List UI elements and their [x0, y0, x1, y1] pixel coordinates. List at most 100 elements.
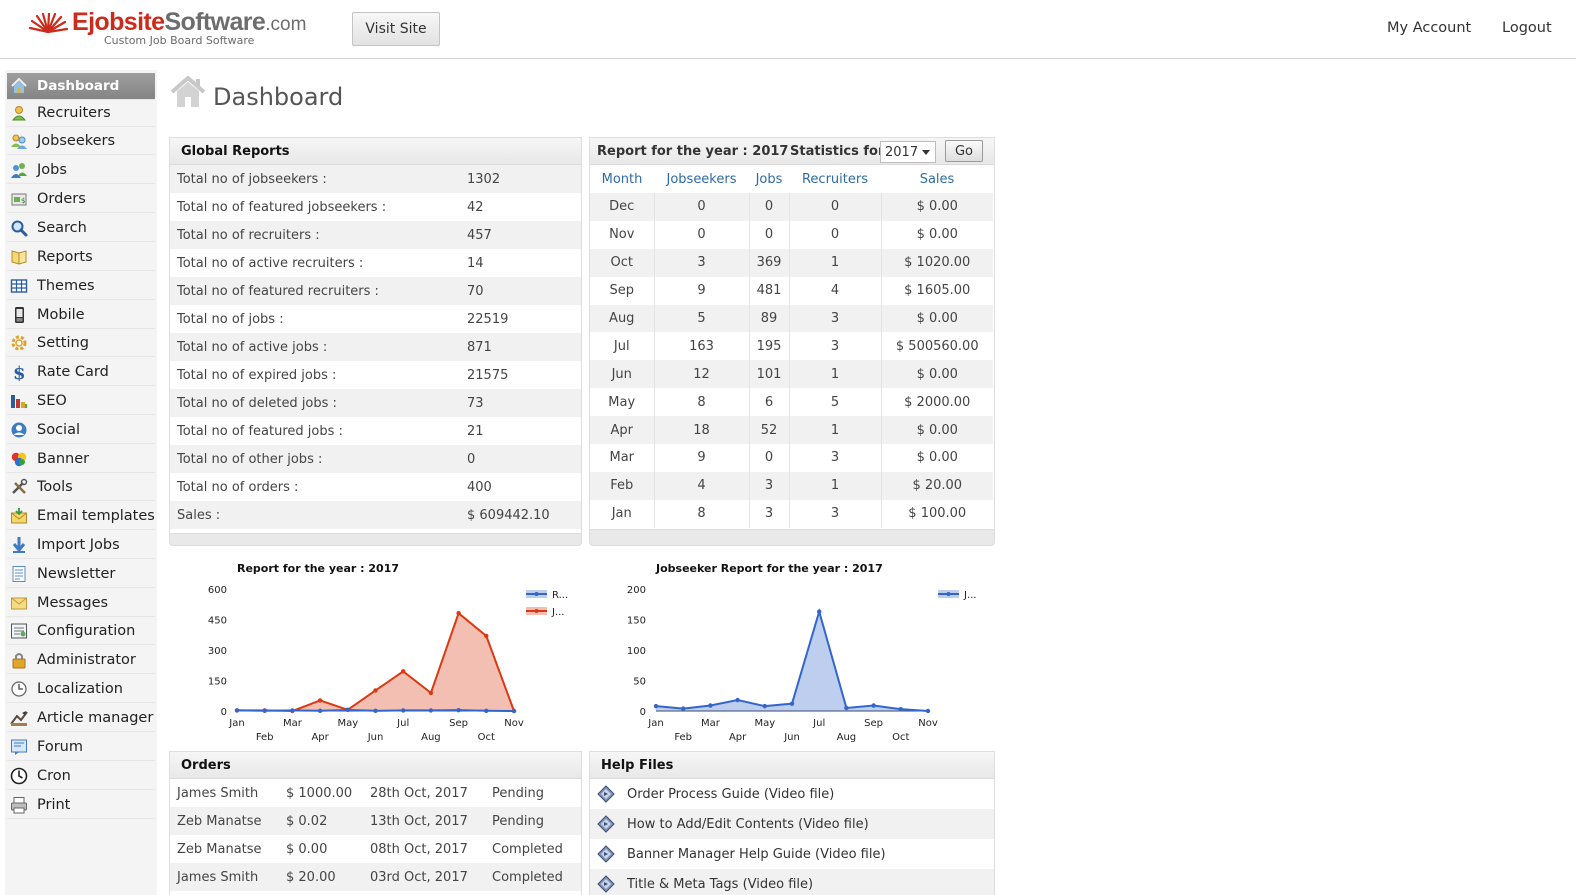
sidebar-item-import-jobs[interactable]: Import Jobs — [7, 532, 155, 559]
sidebar-item-orders[interactable]: $ Orders — [7, 186, 155, 213]
year-report-cell: 0 — [748, 444, 789, 472]
jobs-icon — [10, 161, 28, 179]
house-icon — [170, 76, 206, 107]
help-file-label: Banner Manager Help Guide (Video file) — [627, 846, 886, 862]
sidebar-item-messages[interactable]: Messages — [7, 590, 155, 617]
year-report-cell: 3 — [788, 304, 881, 333]
x-tick-label: Mar — [283, 718, 303, 729]
sidebar-item-configuration[interactable]: Configuration — [7, 618, 155, 645]
sidebar-item-themes[interactable]: Themes — [7, 273, 155, 300]
x-tick-label: Aug — [837, 732, 857, 743]
global-reports-title: Global Reports — [170, 138, 581, 165]
year-report-cell: Apr — [610, 422, 634, 438]
sidebar-item-article-manager[interactable]: Article manager — [7, 705, 155, 732]
y-tick-label: 0 — [640, 707, 646, 718]
sidebar-item-label: Email templates — [37, 508, 155, 524]
go-button[interactable]: Go — [945, 140, 983, 162]
series-area — [656, 611, 928, 711]
x-tick-label: Jul — [812, 718, 825, 729]
year-report-cell: Sep — [609, 283, 634, 299]
help-file-label: Order Process Guide (Video file) — [627, 786, 835, 802]
x-tick-label: Sep — [449, 718, 468, 729]
data-point — [898, 706, 903, 712]
help-file-item[interactable]: How to Add/Edit Contents (Video file) — [590, 809, 994, 839]
year-report-cell: 3 — [653, 248, 749, 277]
help-file-item[interactable]: Banner Manager Help Guide (Video file) — [590, 839, 994, 869]
help-file-item[interactable]: Title & Meta Tags (Video file) — [590, 869, 994, 895]
year-report-row: May 8 6 5 $ 2000.00 — [590, 388, 993, 417]
sidebar-item-social[interactable]: Social — [7, 417, 155, 444]
sidebar-item-email-templates[interactable]: Email templates — [7, 503, 155, 530]
order-customer: Zeb Manatse — [177, 813, 262, 829]
order-date: 13th Oct, 2017 — [370, 813, 468, 829]
data-point — [345, 707, 350, 713]
year-report-row: Dec 0 0 0 $ 0.00 — [590, 193, 993, 221]
year-report-cell: $ 0.00 — [880, 416, 993, 445]
site-logo[interactable]: EjobsiteSoftware.com Custom Job Board So… — [28, 8, 328, 52]
visit-site-button[interactable]: Visit Site — [352, 12, 440, 46]
logout-link[interactable]: Logout — [1502, 20, 1552, 36]
banner-icon — [10, 450, 28, 468]
magnifier-icon — [10, 219, 28, 237]
sidebar-item-label: Jobseekers — [37, 133, 116, 149]
sidebar-item-setting[interactable]: Setting — [7, 330, 155, 357]
sidebar-item-rate-card[interactable]: $ Rate Card — [7, 359, 155, 386]
my-account-link[interactable]: My Account — [1387, 20, 1472, 36]
help-files-panel: Help Files Order Process Guide (Video fi… — [589, 751, 995, 895]
sidebar-item-label: Banner — [37, 451, 90, 467]
year-report-cell: 9 — [653, 276, 749, 305]
order-amount: $ 1000.00 — [286, 785, 353, 801]
year-select[interactable]: 2017 — [880, 141, 936, 163]
year-report-cell: 3 — [788, 332, 881, 361]
year-report-cell: Dec — [609, 199, 635, 215]
logo-wordmark: EjobsiteSoftware.com — [72, 8, 307, 36]
year-report-cell: 195 — [748, 332, 789, 361]
x-tick-label: May — [754, 718, 775, 729]
order-date: 03rd Oct, 2017 — [370, 869, 468, 885]
sidebar-item-jobseekers[interactable]: Jobseekers — [7, 128, 155, 155]
sidebar-item-label: Configuration — [37, 623, 136, 639]
sidebar-item-localization[interactable]: Localization — [7, 676, 155, 703]
year-report-cell: $ 1605.00 — [880, 276, 993, 305]
global-report-value: 70 — [467, 283, 484, 299]
sidebar-item-mobile[interactable]: Mobile — [7, 302, 155, 329]
sidebar-item-banner[interactable]: Banner — [7, 446, 155, 473]
global-report-label: Total no of orders : — [177, 479, 299, 495]
sidebar-item-label: Search — [37, 220, 87, 236]
sidebar-item-tools[interactable]: Tools — [7, 474, 155, 501]
year-report-header: Report for the year : 2017 Statistics fo… — [590, 138, 994, 165]
sidebar-item-dashboard[interactable]: Dashboard — [7, 73, 155, 100]
order-row[interactable]: James Smith $ 1000.00 28th Oct, 2017 Pendin… — [170, 779, 581, 807]
data-point — [735, 697, 740, 703]
sidebar-item-jobs[interactable]: Jobs — [7, 157, 155, 184]
sidebar-item-administrator[interactable]: Administrator — [7, 647, 155, 674]
order-row[interactable]: Zeb Manatse $ 0.00 08th Oct, 2017 Completed — [170, 835, 581, 863]
sidebar-item-seo[interactable]: SEO — [7, 388, 155, 415]
order-customer: James Smith — [177, 785, 259, 801]
global-report-label: Total no of active jobs : — [177, 339, 328, 355]
global-report-row: Total no of featured recruiters : 70 — [170, 277, 581, 305]
order-row[interactable]: Zeb Manatse $ 0.02 13th Oct, 2017 Pending — [170, 807, 581, 835]
year-report-column-header: Jobs — [755, 171, 783, 187]
global-report-value: $ 609442.10 — [467, 507, 550, 523]
social-icon — [10, 421, 28, 439]
sidebar-item-label: Newsletter — [37, 566, 116, 582]
sidebar-item-cron[interactable]: Cron — [7, 763, 155, 790]
order-date: 28th Oct, 2017 — [370, 785, 468, 801]
sidebar-item-print[interactable]: Print — [7, 792, 155, 819]
year-report-cell: 8 — [653, 499, 749, 528]
data-point — [373, 708, 378, 713]
global-report-value: 1302 — [467, 171, 501, 187]
help-file-item[interactable]: Order Process Guide (Video file) — [590, 779, 994, 809]
sidebar-item-forum[interactable]: Forum — [7, 734, 155, 761]
sidebar-item-recruiters[interactable]: Recruiters — [7, 100, 155, 127]
sidebar-item-reports[interactable]: Reports — [7, 244, 155, 271]
global-report-label: Total no of featured recruiters : — [177, 283, 379, 299]
sidebar-item-newsletter[interactable]: Newsletter — [7, 561, 155, 588]
x-tick-label: May — [337, 718, 358, 729]
sidebar-item-search[interactable]: Search — [7, 215, 155, 242]
global-report-row: Sales : $ 609442.10 — [170, 501, 581, 529]
order-row[interactable]: James Smith $ 20.00 03rd Oct, 2017 Complete… — [170, 863, 581, 891]
x-tick-label: Jul — [396, 718, 409, 729]
